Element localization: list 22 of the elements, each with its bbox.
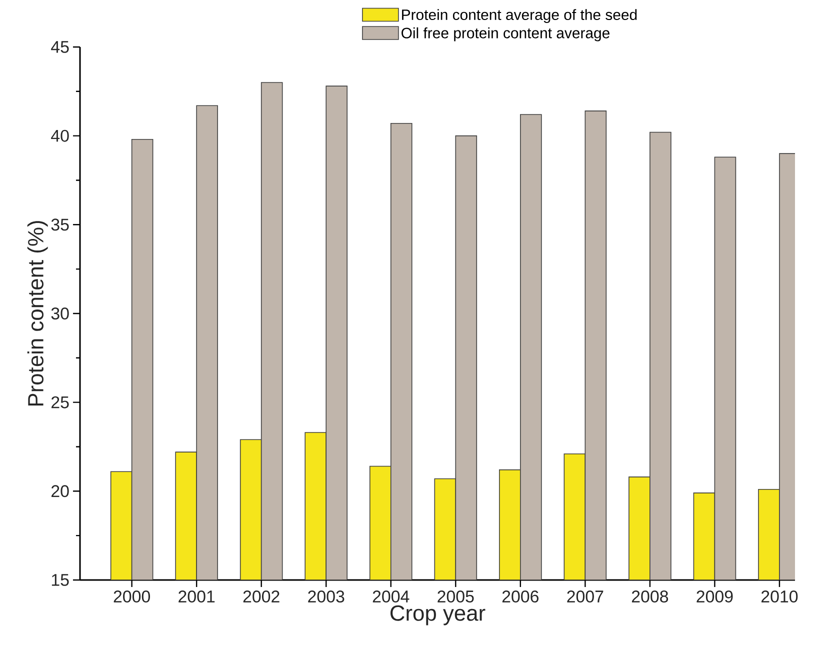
x-tick-label: 2001 — [178, 590, 215, 603]
x-tick-label: 2004 — [372, 590, 410, 603]
x-tick-label: 2007 — [567, 590, 604, 603]
y-tick-label: 25 — [52, 396, 69, 408]
legend-label: Protein content average of the seed — [402, 9, 637, 23]
x-tick-label: 2005 — [438, 590, 474, 603]
x-tick-label: 2002 — [243, 590, 280, 603]
y-tick-label: 15 — [52, 574, 69, 586]
x-tick-label: 2010 — [761, 590, 798, 603]
y-tick-label: 45 — [51, 41, 69, 53]
y-tick-label: 35 — [51, 218, 69, 231]
x-axis-title: Crop year — [390, 605, 486, 626]
y-axis-title: Protein content (%) — [27, 221, 48, 406]
x-tick-label: 2009 — [696, 590, 733, 603]
x-tick-label: 2008 — [632, 590, 668, 603]
legend-label: Oil free protein content average — [402, 27, 610, 42]
y-tick-label: 30 — [51, 307, 69, 320]
x-tick-label: 2000 — [114, 590, 150, 603]
y-tick-label: 40 — [51, 130, 69, 142]
y-tick-label: 20 — [52, 485, 69, 498]
x-tick-label: 2003 — [308, 590, 344, 603]
x-tick-label: 2006 — [502, 590, 538, 603]
